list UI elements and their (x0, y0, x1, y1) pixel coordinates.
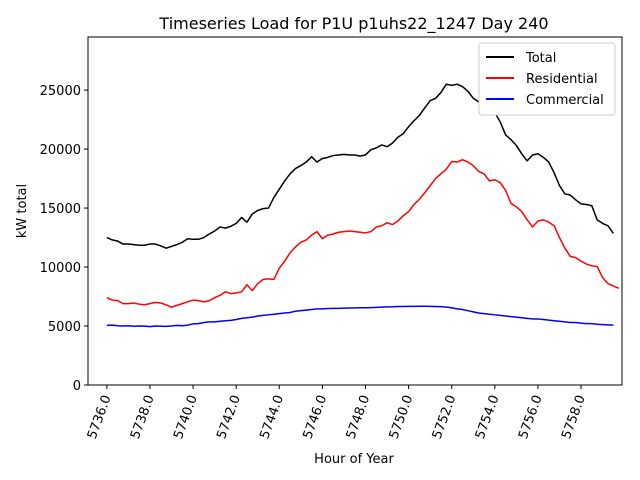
x-tick-label: 5750.0 (387, 393, 417, 441)
y-tick-label: 5000 (48, 320, 81, 335)
x-tick-label: 5736.0 (85, 393, 115, 441)
y-tick-label: 20000 (40, 143, 81, 158)
y-axis: 0 5000 10000 15000 20000 25000 (40, 84, 88, 394)
legend-box (478, 42, 616, 116)
y-tick-label: 0 (73, 379, 81, 394)
series-line-commercial (106, 305, 614, 328)
legend-label-commercial: Commercial (526, 93, 604, 108)
series-line-residential (106, 158, 620, 308)
x-tick-label: 5738.0 (128, 393, 158, 441)
y-tick-label: 10000 (40, 261, 81, 276)
x-tick-label: 5758.0 (559, 393, 589, 441)
legend-label-total: Total (525, 51, 556, 66)
x-tick-label: 5756.0 (516, 393, 546, 441)
x-tick-label: 5740.0 (171, 393, 201, 441)
chart-title: Timeseries Load for P1U p1uhs22_1247 Day… (158, 14, 548, 34)
y-tick-label: 15000 (40, 202, 81, 217)
legend-label-residential: Residential (526, 72, 598, 87)
x-tick-label: 5748.0 (344, 393, 374, 441)
x-tick-label: 5754.0 (473, 393, 503, 441)
x-tick-label: 5742.0 (214, 393, 244, 441)
x-tick-label: 5744.0 (257, 393, 287, 441)
plot-frame (87, 36, 623, 386)
series-line-total (106, 83, 614, 249)
x-tick-label: 5746.0 (301, 393, 331, 441)
y-axis-label: kW total (15, 184, 30, 238)
series-layer (106, 83, 620, 328)
legend: Total Residential Commercial (478, 42, 616, 116)
x-axis: 5736.0 5738.0 5740.0 5742.0 5744.0 5746.0 5748… (85, 385, 589, 441)
y-tick-label: 25000 (40, 84, 81, 99)
x-axis-label: Hour of Year (314, 452, 394, 467)
x-tick-label: 5752.0 (430, 393, 460, 441)
